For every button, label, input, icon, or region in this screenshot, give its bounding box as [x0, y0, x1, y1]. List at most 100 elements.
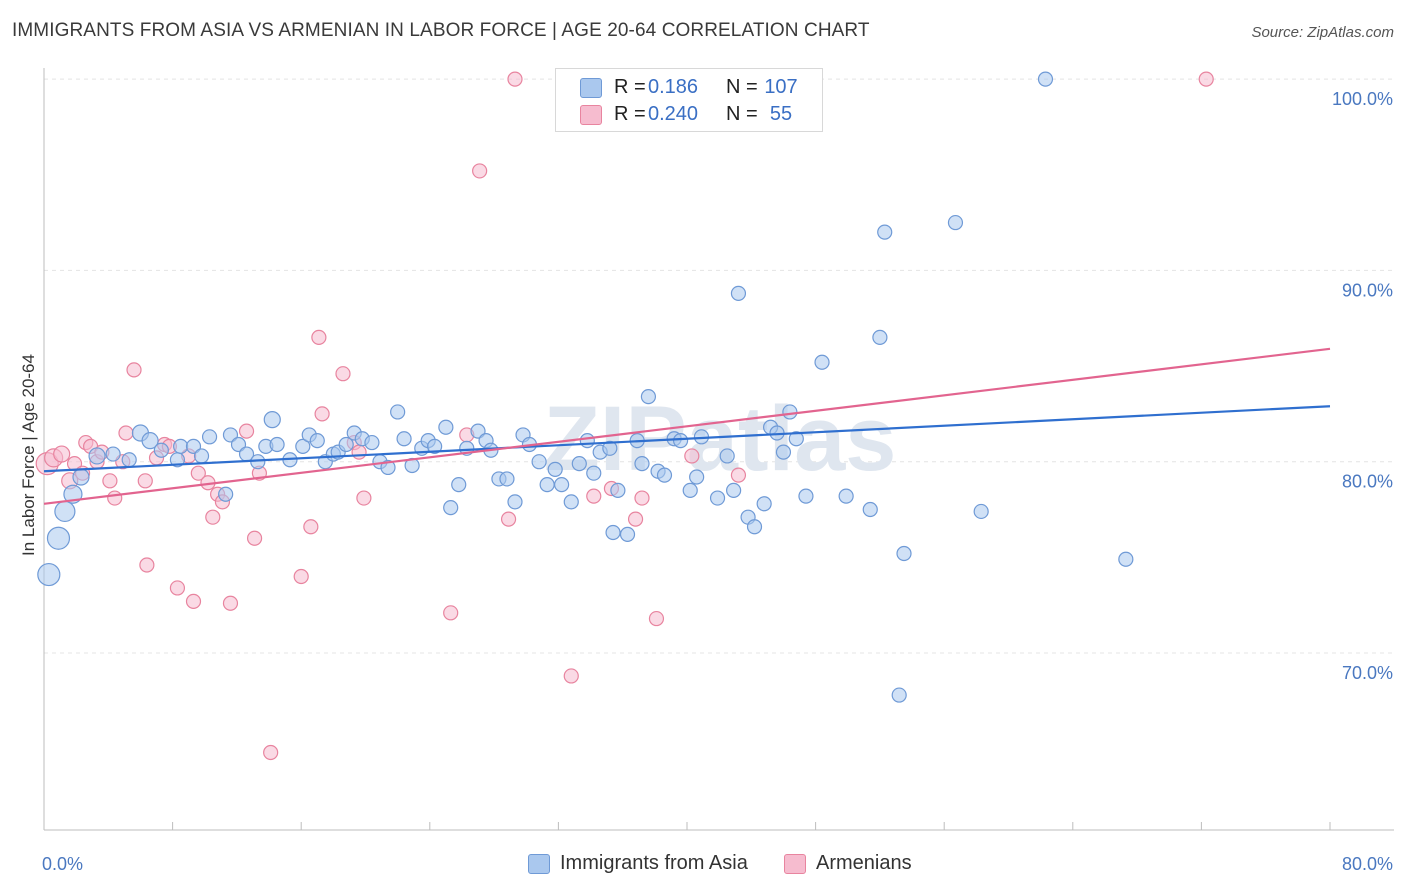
- asia-point: [105, 446, 121, 462]
- series-legend: Immigrants from Asia Armenians: [0, 851, 1406, 877]
- asia-point: [380, 459, 396, 476]
- legend-swatch-asia: [580, 78, 602, 98]
- asia-point: [451, 477, 467, 493]
- asia-point: [719, 448, 735, 464]
- asia-point: [46, 526, 71, 550]
- armenian-point: [185, 593, 202, 609]
- asia-point: [726, 482, 742, 498]
- asia-point: [153, 442, 169, 458]
- asia-point: [605, 524, 621, 541]
- armenian-point: [205, 509, 221, 525]
- armenian-point: [500, 511, 517, 527]
- asia-point: [798, 488, 814, 504]
- armenian-point: [507, 71, 523, 87]
- y-tick-label: 90.0%: [1342, 280, 1393, 300]
- armenian-point: [102, 473, 118, 489]
- asia-point: [782, 404, 798, 420]
- asia-point: [947, 214, 964, 231]
- armenian-point: [684, 448, 700, 464]
- x-axis-ticks: [172, 822, 1331, 830]
- armenian-point: [730, 467, 747, 483]
- armenian-point: [1198, 71, 1214, 87]
- asia-point: [88, 447, 106, 465]
- asia-point: [896, 545, 912, 562]
- asia-point: [619, 526, 636, 542]
- armenian-point: [118, 425, 134, 441]
- asia-trend-line: [43, 405, 1331, 473]
- chart-title: IMMIGRANTS FROM ASIA VS ARMENIAN IN LABO…: [12, 20, 870, 41]
- y-tick-label: 100.0%: [1332, 89, 1393, 109]
- legend-n-label: N =: [726, 103, 758, 125]
- asia-point: [872, 329, 888, 345]
- asia-point: [396, 431, 412, 447]
- x-tick-label: 0.0%: [42, 854, 83, 874]
- asia-point: [775, 444, 792, 460]
- asia-point: [973, 503, 989, 520]
- legend-swatch-asia: [528, 854, 550, 874]
- asia-point: [121, 452, 137, 468]
- asia-point: [72, 468, 90, 486]
- armenian-point: [303, 519, 319, 535]
- asia-point: [610, 482, 626, 498]
- armenian-point: [190, 465, 206, 481]
- asia-point: [730, 285, 747, 301]
- legend-r-value: 0.240: [648, 103, 699, 125]
- watermark: ZIPatlas: [544, 388, 897, 490]
- armenian-point: [472, 163, 488, 179]
- legend-n-value: 55: [769, 103, 793, 125]
- legend-r-value: 0.186: [648, 76, 699, 98]
- armenian-point: [222, 595, 239, 611]
- armenian-trend-line: [43, 347, 1331, 505]
- asia-point: [141, 432, 159, 450]
- armenian-point: [293, 568, 309, 585]
- armenian-point: [586, 488, 602, 504]
- armenian-point: [53, 445, 71, 463]
- asia-point: [390, 404, 406, 420]
- asia-point: [269, 436, 285, 453]
- armenian-point: [335, 366, 351, 382]
- asia-point: [656, 467, 673, 483]
- legend-r-label: R =: [614, 103, 646, 125]
- asia-point: [746, 519, 763, 535]
- asia-point: [427, 438, 443, 454]
- armenian-point: [107, 490, 123, 506]
- armenian-point: [246, 530, 263, 546]
- asia-point: [579, 433, 595, 449]
- asia-point: [295, 438, 311, 454]
- asia-point: [682, 482, 698, 498]
- asia-point: [531, 454, 547, 470]
- x-tick-label: 80.0%: [1342, 854, 1393, 874]
- asia-point: [364, 434, 380, 451]
- y-axis-tick-labels: 70.0% 80.0% 90.0% 100.0%: [1332, 89, 1393, 683]
- asia-point: [37, 562, 61, 587]
- asia-point: [602, 440, 618, 456]
- legend-label-armenians: Armenians: [816, 852, 912, 874]
- asia-point: [1037, 71, 1054, 87]
- asia-point: [891, 687, 907, 703]
- armenian-point: [634, 490, 650, 506]
- asia-point: [338, 436, 354, 453]
- legend-swatch-armenians: [784, 854, 806, 874]
- armenian-point: [356, 490, 372, 506]
- y-axis-label: In Labor Force | Age 20-64: [19, 354, 38, 556]
- stats-legend: R = 0.186 N = 107 R = 0.240 N = 55: [555, 68, 823, 132]
- asia-point: [54, 500, 76, 523]
- asia-point: [554, 477, 570, 493]
- asia-point: [499, 471, 515, 487]
- trend-lines: [43, 347, 1331, 505]
- asia-point: [838, 488, 854, 504]
- asia-point: [672, 433, 689, 449]
- asia-point: [756, 496, 772, 512]
- asia-point: [571, 456, 587, 472]
- asia-point: [1118, 551, 1134, 567]
- legend-n-value: 107: [764, 76, 798, 98]
- armenian-point: [314, 406, 330, 422]
- legend-row-armenians: R = 0.240 N = 55: [556, 101, 822, 127]
- asia-point: [640, 389, 657, 405]
- legend-row-asia: R = 0.186 N = 107: [556, 74, 822, 100]
- asia-point: [539, 477, 555, 493]
- armenian-point: [443, 605, 459, 621]
- asia-point: [877, 224, 893, 240]
- x-axis-tick-labels: 0.0% 80.0%: [42, 854, 1393, 874]
- asia-point: [586, 465, 602, 481]
